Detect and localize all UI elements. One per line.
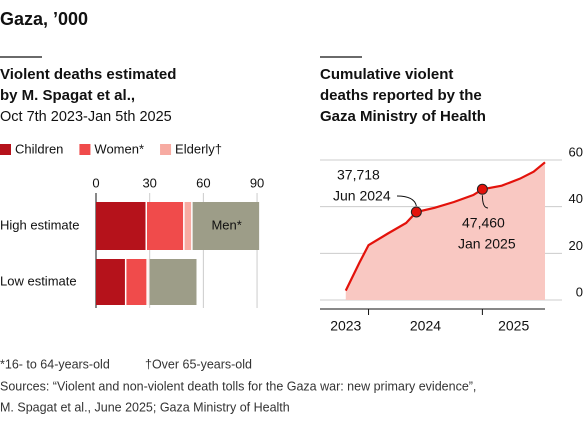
legend-label: Women* [94,141,144,156]
legend-label: Elderly† [175,141,222,156]
footnote: *16- to 64-years-old [0,357,110,371]
source: Sources: “Violent and non-violent death … [0,379,476,393]
bar-segment [126,259,147,305]
annotation-value: 37,718 [337,167,380,183]
segment-label: Men* [211,217,241,232]
footnote: †Over 65-years-old [145,357,252,371]
x-tick-label: 2023 [330,318,361,334]
annotation-date: Jan 2025 [458,236,516,252]
chart-title: by M. Spagat et al., [0,87,135,104]
category-label: Low estimate [0,273,77,288]
chart-title: Violent deaths estimated [0,66,176,83]
x-tick-label: 90 [250,175,264,190]
line [344,161,546,292]
leader [481,195,489,209]
source: M. Spagat et al., June 2025; Gaza Minist… [0,400,290,414]
bar-segment [96,259,125,305]
page-title: Gaza, ’000 [0,9,88,29]
legend-label: Children [15,141,63,156]
y-tick-label: 0 [576,284,583,299]
x-tick-label: 60 [196,175,210,190]
area [345,162,545,300]
annotation-date: Jun 2024 [333,188,391,204]
bar-segment [149,259,197,305]
chart-title: Cumulative violent [320,66,453,83]
x-tick-label: 2024 [410,318,441,334]
leader [396,195,417,207]
y-tick-label: 20 [569,238,583,253]
x-tick-label: 2025 [498,318,529,334]
y-tick-label: 40 [569,191,583,206]
chart-subtitle: Oct 7th 2023-Jan 5th 2025 [0,109,172,125]
x-tick-label: 30 [142,175,156,190]
point [476,183,488,195]
x-tick-label: 0 [92,175,99,190]
bar-segment [147,202,184,250]
y-tick-label: 60 [569,144,583,159]
point [410,206,422,218]
annotation-value: 47,460 [462,215,505,231]
legend-swatch [160,144,172,155]
bar-segment [96,202,146,250]
legend-swatch [79,144,91,155]
bar-segment [184,202,192,250]
bar-segment [192,202,260,250]
legend-swatch [0,144,11,155]
category-label: High estimate [0,217,79,232]
chart-title: deaths reported by the [320,87,482,104]
chart-title: Gaza Ministry of Health [320,108,486,125]
